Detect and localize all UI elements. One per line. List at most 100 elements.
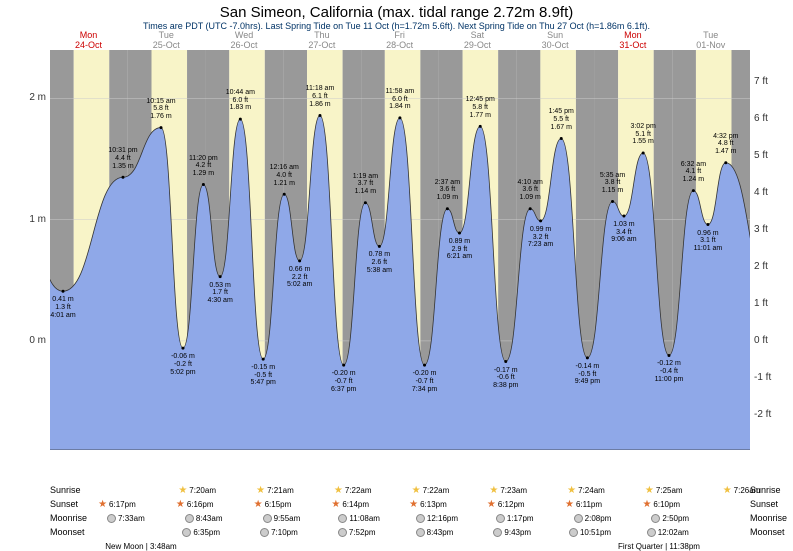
y-tick-ft: 0 ft [754, 335, 784, 346]
sun-icon: ★ [412, 485, 421, 496]
moonrise-cell: 7:33am [87, 514, 165, 523]
tide-point-label: -0.20 m-0.7 ft7:34 pm [412, 370, 437, 393]
moon-icon [416, 528, 425, 537]
sunset-icon: ★ [98, 499, 107, 510]
sunset-cell: ★6:12pm [467, 499, 545, 510]
moonrise-cell: 8:43am [165, 514, 243, 523]
y-tick-m: 2 m [16, 92, 46, 103]
y-tick-ft: 6 ft [754, 113, 784, 124]
y-tick-m: 0 m [16, 335, 46, 346]
day-header: Mon31-Oct [594, 30, 671, 50]
sunrise-cell: ★7:21am [236, 485, 314, 496]
tide-point-label: 0.96 m3.1 ft11:01 am [694, 230, 723, 253]
moonset-cell: 10:51pm [551, 528, 629, 537]
moon-icon [647, 528, 656, 537]
y-tick-m: 1 m [16, 214, 46, 225]
sun-icon: ★ [645, 485, 654, 496]
moonrise-cell: 11:08am [320, 514, 398, 523]
tide-point-label: 1.03 m3.4 ft9:06 am [611, 221, 636, 244]
y-tick-ft: 2 ft [754, 261, 784, 272]
tide-point-label: 5:35 am3.8 ft1.15 m [600, 172, 625, 195]
sunset-row: Sunset ★6:17pm★6:16pm★6:15pm★6:14pm★6:13… [50, 497, 750, 511]
tide-point-label: -0.06 m-0.2 ft5:02 pm [170, 353, 195, 376]
sunset-icon: ★ [331, 499, 340, 510]
moonrise-cell: 1:17pm [476, 514, 554, 523]
y-tick-ft: 5 ft [754, 150, 784, 161]
sunset-label-r: Sunset [750, 499, 792, 509]
tide-point-label: -0.14 m-0.5 ft9:49 pm [575, 363, 600, 386]
sun-icon: ★ [256, 485, 265, 496]
tide-point-label: 10:44 am6.0 ft1.83 m [226, 89, 255, 112]
sunset-cell: ★6:13pm [389, 499, 467, 510]
moonrise-cell: 2:08pm [554, 514, 632, 523]
tide-point-label: 0.66 m2.2 ft5:02 am [287, 266, 312, 289]
tide-point-label: 4:10 am3.6 ft1.09 m [518, 179, 543, 202]
sunrise-row: Sunrise ★7:20am★7:21am★7:22am★7:22am★7:2… [50, 483, 750, 497]
chart-area: Mon24-OctTue25-OctWed26-OctThu27-OctFri2… [50, 30, 750, 450]
tide-point-label: -0.12 m-0.4 ft11:00 pm [655, 360, 684, 383]
sunset-cell: ★6:10pm [622, 499, 700, 510]
tide-point-label: 1:45 pm5.5 ft1.67 m [549, 108, 574, 131]
sunrise-cell [81, 485, 159, 496]
sunset-icon: ★ [487, 499, 496, 510]
tide-point-label: -0.20 m-0.7 ft6:37 pm [331, 370, 356, 393]
tide-point-label: 1:19 am3.7 ft1.14 m [353, 173, 378, 196]
moonrise-label-r: Moonrise [750, 513, 792, 523]
moonset-cell: 9:43pm [473, 528, 551, 537]
moon-icon [338, 514, 347, 523]
moon-phase-label: First Quarter | 11:38pm [618, 542, 700, 551]
sunrise-cell: ★7:24am [547, 485, 625, 496]
sun-icon: ★ [334, 485, 343, 496]
moon-phase-label: New Moon | 3:48am [105, 542, 176, 551]
chart-title: San Simeon, California (max. tidal range… [0, 0, 793, 21]
sunset-label: Sunset [50, 499, 78, 509]
tide-point-label: 11:58 am6.0 ft1.84 m [386, 88, 415, 111]
y-tick-ft: -1 ft [754, 372, 784, 383]
sunset-cell: ★6:15pm [234, 499, 312, 510]
moonrise-label: Moonrise [50, 513, 87, 523]
sunset-cell: ★6:14pm [311, 499, 389, 510]
tide-point-label: 12:16 am4.0 ft1.21 m [270, 164, 299, 187]
moonset-cell: 7:52pm [318, 528, 396, 537]
sunset-icon: ★ [642, 499, 651, 510]
y-tick-ft: 7 ft [754, 76, 784, 87]
moon-icon [496, 514, 505, 523]
sunrise-cell: ★7:20am [158, 485, 236, 496]
moonrise-cell: 9:55am [243, 514, 321, 523]
moon-icon [182, 528, 191, 537]
tide-point-label: 0.89 m2.9 ft6:21 am [447, 238, 472, 261]
moon-icon [338, 528, 347, 537]
tide-point-label: -0.17 m-0.6 ft8:38 pm [493, 367, 518, 390]
day-header: Tue25-Oct [128, 30, 205, 50]
day-header: Sun30-Oct [517, 30, 594, 50]
sunset-icon: ★ [254, 499, 263, 510]
y-tick-ft: 1 ft [754, 298, 784, 309]
moonset-cell: 6:35pm [162, 528, 240, 537]
moon-icon [107, 514, 116, 523]
sunset-cell: ★6:11pm [545, 499, 623, 510]
sunset-icon: ★ [565, 499, 574, 510]
tide-point-label: 4:32 pm4.8 ft1.47 m [713, 133, 738, 156]
tide-point-label: 3:02 pm5.1 ft1.55 m [630, 123, 655, 146]
day-header: Thu27-Oct [283, 30, 360, 50]
sun-icon: ★ [567, 485, 576, 496]
moonrise-row: Moonrise 7:33am8:43am9:55am11:08am12:16p… [50, 511, 750, 525]
tide-point-label: 0.53 m1.7 ft4:30 am [207, 282, 232, 305]
day-header: Fri28-Oct [361, 30, 438, 50]
footer: Sunrise ★7:20am★7:21am★7:22am★7:22am★7:2… [50, 483, 750, 539]
sunrise-cell: ★7:22am [392, 485, 470, 496]
moon-icon [574, 514, 583, 523]
y-tick-ft: 4 ft [754, 187, 784, 198]
moon-icon [493, 528, 502, 537]
tide-point-label: 10:15 am5.8 ft1.76 m [146, 98, 175, 121]
y-tick-ft: 3 ft [754, 224, 784, 235]
y-tick-ft: -2 ft [754, 409, 784, 420]
moonset-cell [85, 528, 163, 537]
day-header: Wed26-Oct [206, 30, 283, 50]
tide-point-label: 0.41 m1.3 ft4:01 am [50, 296, 75, 319]
tide-point-label: 10:31 pm4.4 ft1.35 m [108, 147, 137, 170]
moonset-cell: 7:10pm [240, 528, 318, 537]
moonrise-cell: 2:50pm [631, 514, 709, 523]
moonset-label: Moonset [50, 527, 85, 537]
tide-point-label: 2:37 am3.6 ft1.09 m [435, 179, 460, 202]
